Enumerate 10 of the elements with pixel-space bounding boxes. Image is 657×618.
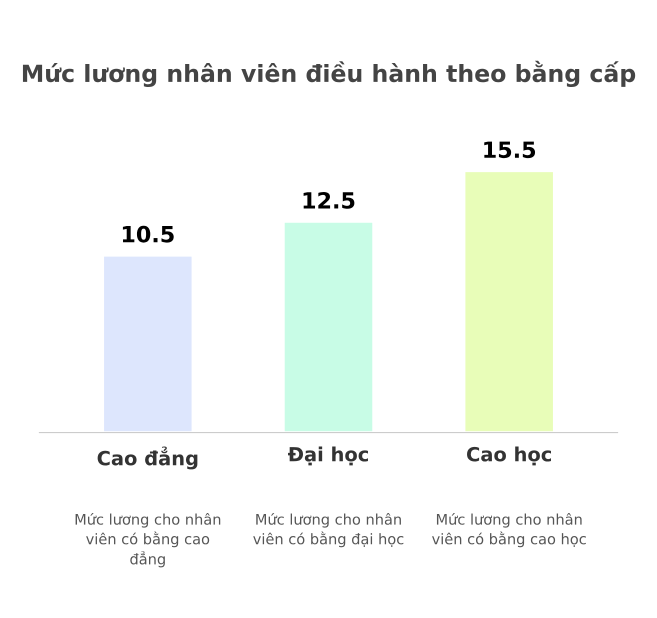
x-tick-label: Đại học [288, 446, 368, 466]
data-label: 15.5 [484, 142, 536, 158]
chart-title: Mức lương nhân viên điều hành theo bằng cấp [22, 60, 636, 88]
data-label: 10.5 [122, 226, 174, 243]
x-tick-label: Cao đẳng [98, 446, 198, 470]
text: Mức lương cho nhân viên có bằng đại học [253, 512, 404, 548]
x-tick-label: Cao học [467, 446, 551, 466]
text: Mức lương cho nhân viên có bằng cao đẳng [76, 512, 220, 568]
text: Mức lương cho nhân viên có bằng cao học [432, 512, 586, 548]
data-label: 12.5 [304, 192, 354, 209]
